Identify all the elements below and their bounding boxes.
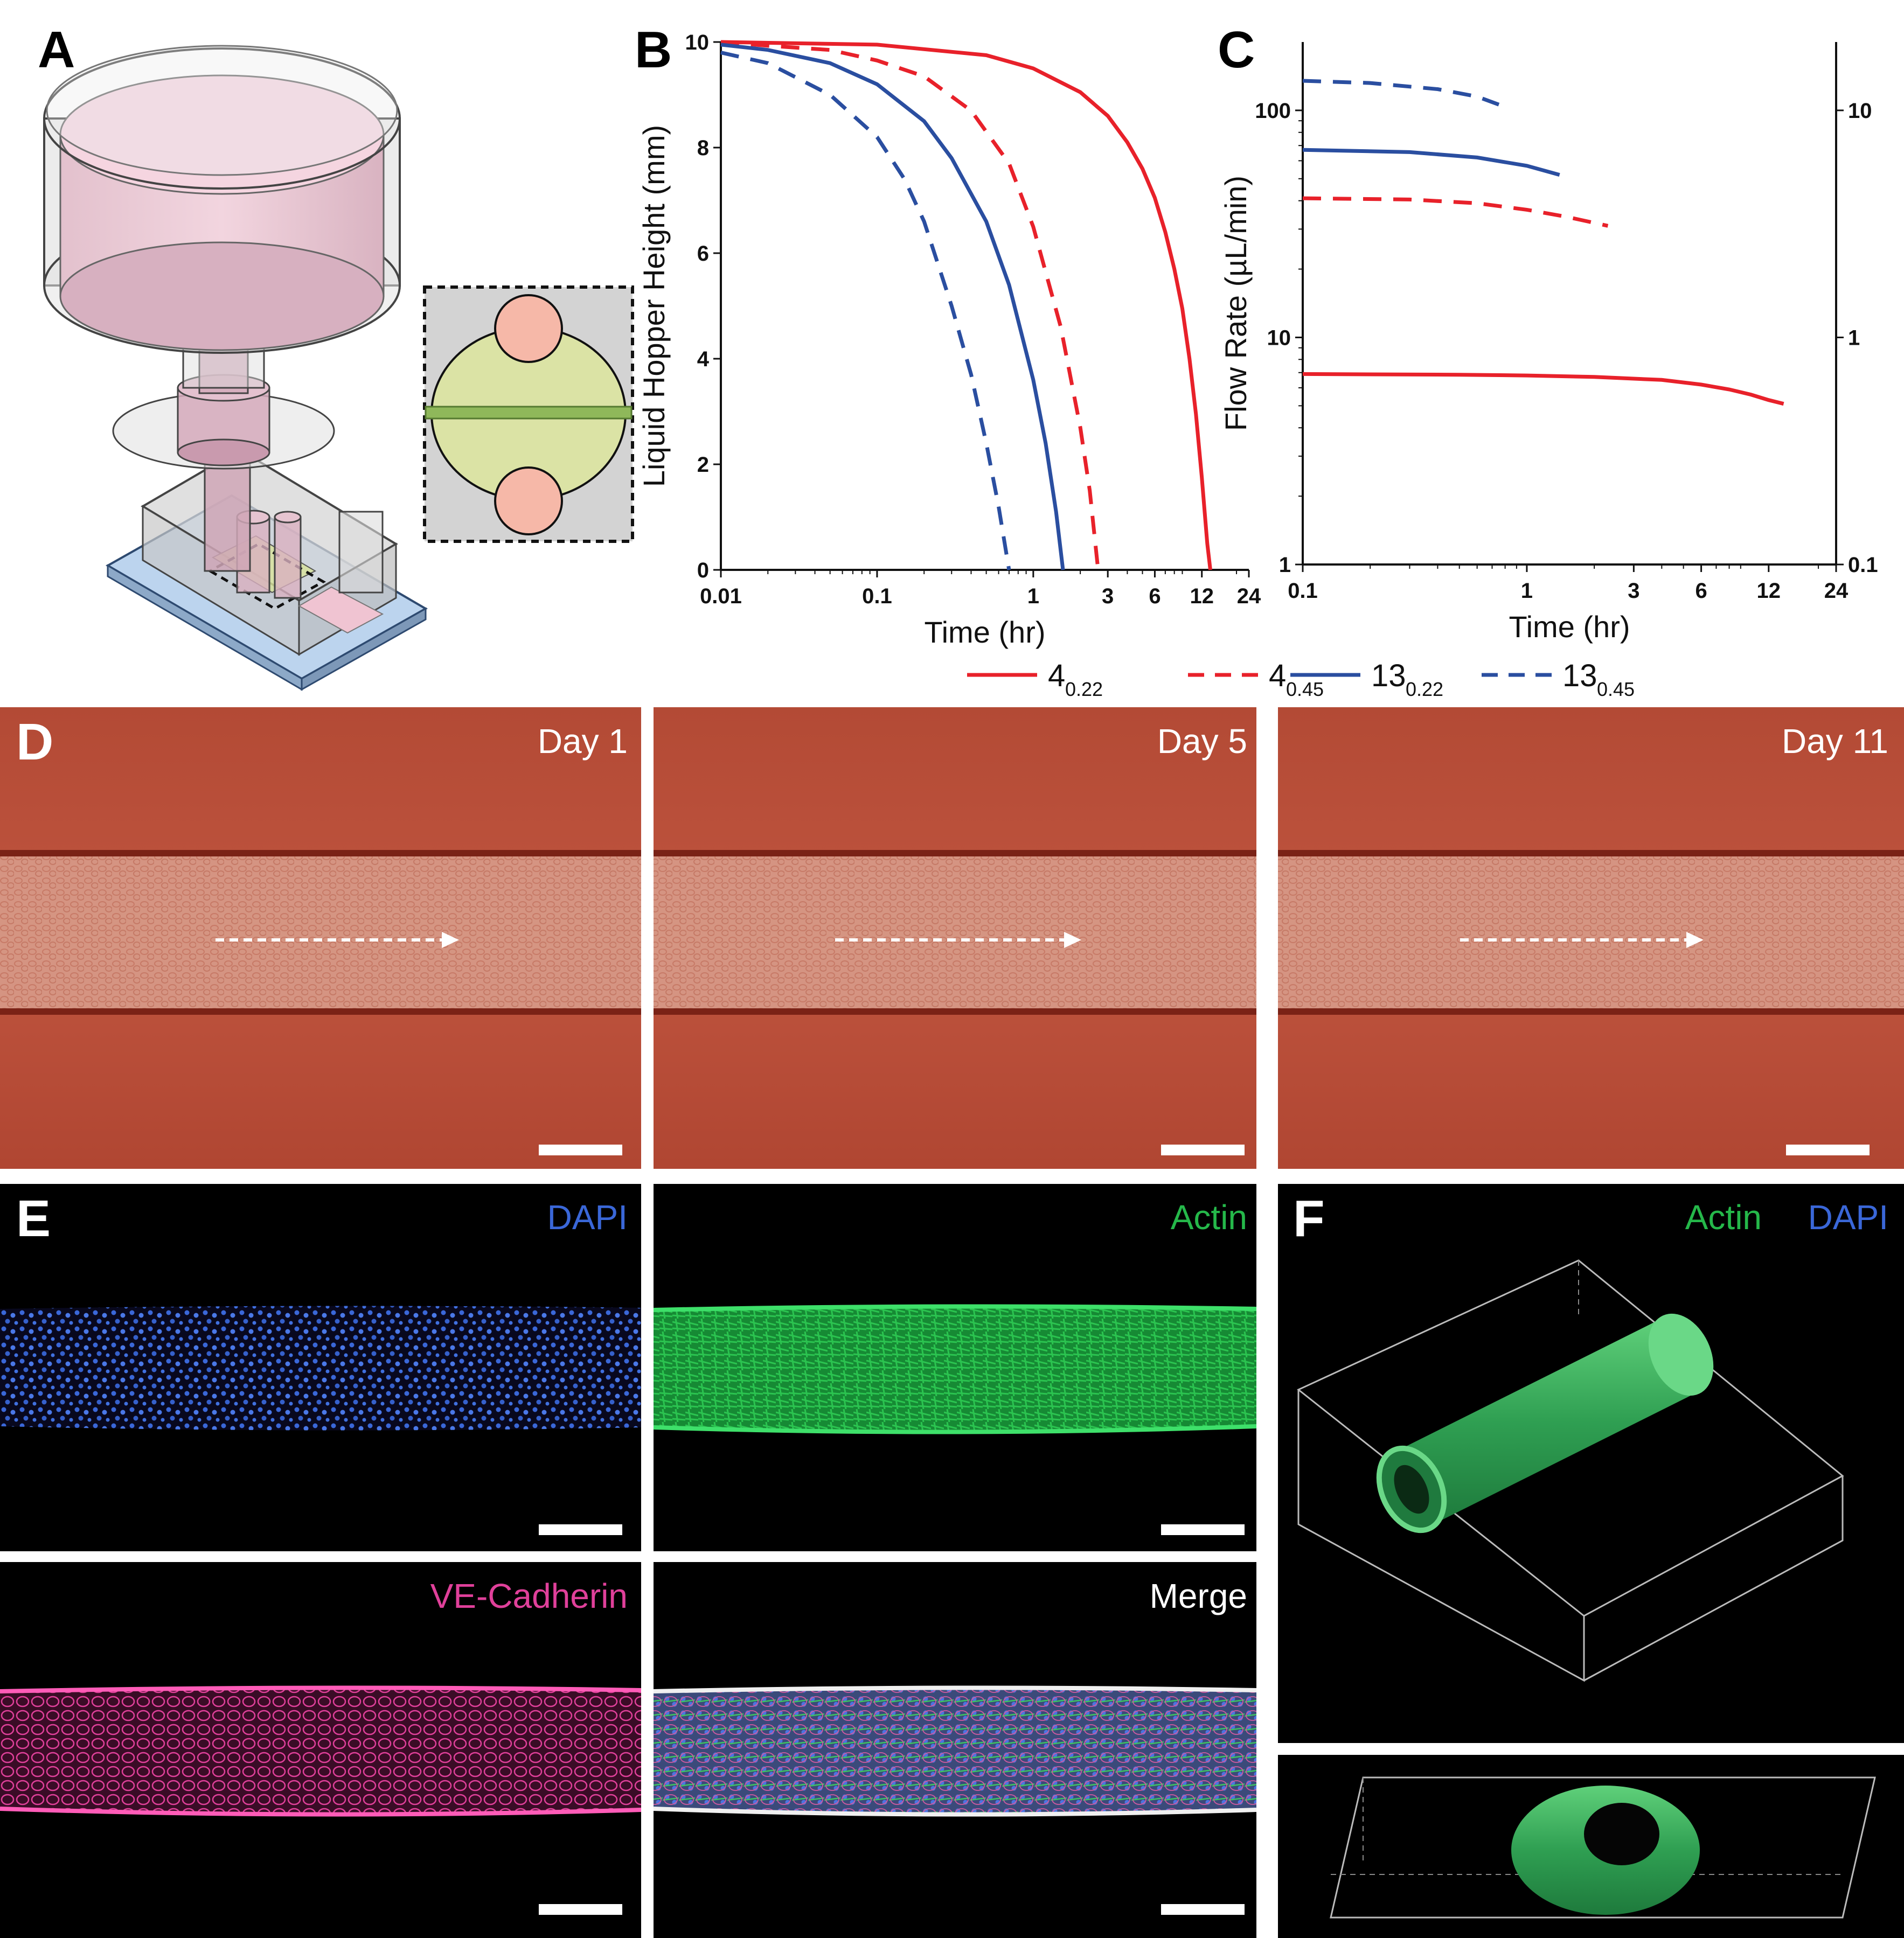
panel-d: D Day 1 Day 5 Day 11 xyxy=(0,707,1904,1169)
label-merge: Merge xyxy=(1150,1577,1247,1615)
label-actin: Actin xyxy=(1171,1198,1247,1237)
label-f-actin: Actin xyxy=(1685,1198,1762,1237)
scale-bar-day11 xyxy=(1786,1145,1870,1155)
inset-port-top xyxy=(494,294,563,363)
x-tick-label: 0.01 xyxy=(700,584,742,608)
fluor-actin: Actin xyxy=(653,1184,1257,1551)
series-line-13_0.22 xyxy=(720,43,1065,570)
x-tick-label: 0.1 xyxy=(1288,579,1318,603)
x-tick-label: 6 xyxy=(1149,584,1161,608)
inset-port-bottom xyxy=(494,466,563,535)
brightfield-day11: Day 11 xyxy=(1278,707,1904,1169)
scale-bar-day5 xyxy=(1161,1145,1245,1155)
y-tick-label: 1 xyxy=(1279,553,1291,577)
device-schematic xyxy=(43,45,428,691)
y2-tick-label: 10 xyxy=(1848,99,1872,123)
brightfield-day1: D Day 1 xyxy=(0,707,641,1169)
x-tick-label: 24 xyxy=(1824,579,1849,603)
legend-sub-2: 0.22 xyxy=(1406,678,1443,700)
panel-a-letter: A xyxy=(38,21,75,79)
legend-label-0: 4 xyxy=(1048,658,1065,693)
label-day1: Day 1 xyxy=(538,722,628,761)
panel-c-letter: C xyxy=(1218,21,1255,79)
series-line-4_0.45 xyxy=(1302,196,1609,228)
series-line-13_0.45 xyxy=(1302,79,1500,107)
fluor-dapi: E DAPI xyxy=(0,1184,641,1551)
panel-d-letter: D xyxy=(16,713,53,771)
legend-sub-0: 0.22 xyxy=(1065,678,1103,700)
label-f-dapi: DAPI xyxy=(1808,1198,1888,1237)
label-day5: Day 5 xyxy=(1157,722,1247,761)
x-tick-label: 6 xyxy=(1695,579,1707,603)
panel-e-letter: E xyxy=(16,1190,51,1247)
y-axis-title: Flow Rate (µL/min) xyxy=(1219,176,1253,431)
panel-b-letter: B xyxy=(635,21,672,79)
y-axis-title: Liquid Hopper Height (mm) xyxy=(637,125,671,487)
x-axis-title: Time (hr) xyxy=(924,615,1045,649)
y-tick-label: 6 xyxy=(697,242,709,266)
scale-bar-actin xyxy=(1161,1524,1245,1535)
panel-f-letter: F xyxy=(1293,1190,1325,1247)
panel-f: F Actin DAPI xyxy=(1278,1184,1904,1938)
x-tick-label: 12 xyxy=(1190,584,1214,608)
chart-legend: 4 0.22 4 0.45 13 0.22 13 0.45 xyxy=(967,658,1635,700)
y-tick-label: 4 xyxy=(697,347,710,371)
x-tick-label: 3 xyxy=(1628,579,1639,603)
label-day11: Day 11 xyxy=(1782,722,1888,761)
inset-channel xyxy=(425,406,633,420)
x-axis-title: Time (hr) xyxy=(1509,610,1630,644)
brightfield-day5: Day 5 xyxy=(654,707,1256,1169)
vessel-3d-tube xyxy=(1376,1313,1714,1533)
scale-bar-day1 xyxy=(539,1145,622,1155)
label-vecadherin: VE-Cadherin xyxy=(430,1577,628,1615)
x-tick-label: 1 xyxy=(1027,584,1039,608)
x-tick-label: 12 xyxy=(1757,579,1781,603)
y-tick-label: 100 xyxy=(1255,99,1291,123)
y-tick-label: 0 xyxy=(697,559,709,582)
y-tick-label: 2 xyxy=(697,453,709,477)
panel-e: E DAPI Actin VE-Cadherin Merge xyxy=(0,1184,1257,1938)
y-tick-label: 10 xyxy=(1267,326,1291,350)
scale-bar-dapi xyxy=(539,1524,622,1535)
y2-tick-label: 1 xyxy=(1848,326,1860,350)
fluor-vecadherin: VE-Cadherin xyxy=(0,1562,642,1938)
render-3d-cross-section xyxy=(1278,1755,1904,1938)
x-tick-label: 1 xyxy=(1521,579,1533,603)
panel-a: A xyxy=(38,21,634,691)
y-tick-label: 8 xyxy=(697,136,709,160)
x-tick-label: 24 xyxy=(1237,584,1261,608)
series-line-13_0.22 xyxy=(1302,148,1560,177)
x-tick-label: 0.1 xyxy=(862,584,892,608)
scale-bar-vecadherin xyxy=(539,1904,622,1915)
legend-label-2: 13 xyxy=(1371,658,1406,693)
render-3d-oblique: F Actin DAPI xyxy=(1278,1184,1904,1743)
legend-label-3: 13 xyxy=(1562,658,1597,693)
series-line-13_0.45 xyxy=(720,51,1011,570)
x-tick-label: 3 xyxy=(1102,584,1114,608)
legend-label-1: 4 xyxy=(1269,658,1286,693)
y2-tick-label: 0.1 xyxy=(1848,553,1878,577)
legend-sub-1: 0.45 xyxy=(1286,678,1324,700)
legend-sub-3: 0.45 xyxy=(1597,678,1635,700)
y-tick-label: 10 xyxy=(685,31,710,54)
chip-inset xyxy=(423,285,634,543)
series-line-4_0.22 xyxy=(1302,372,1784,406)
series-line-4_0.45 xyxy=(720,40,1100,570)
series-line-4_0.22 xyxy=(720,40,1212,570)
scale-bar-merge xyxy=(1161,1904,1245,1915)
fluor-merge: Merge xyxy=(653,1562,1257,1938)
label-dapi: DAPI xyxy=(547,1198,628,1237)
